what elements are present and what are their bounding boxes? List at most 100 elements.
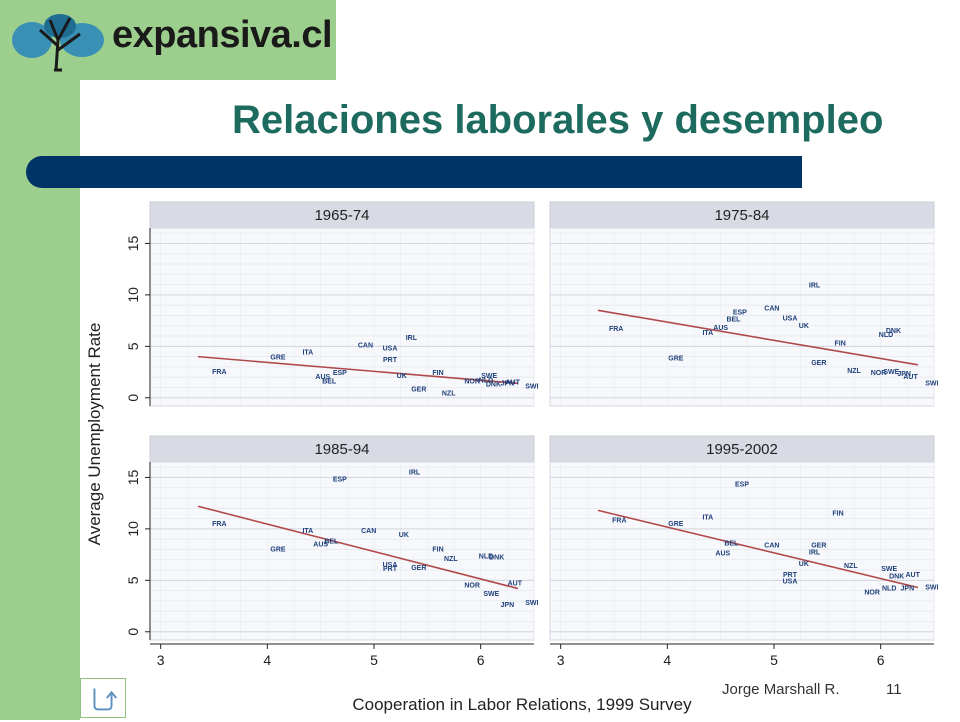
data-point-bel: BEL [726, 317, 741, 324]
title-underline-bar [26, 156, 802, 188]
data-point-ger: GER [411, 387, 426, 394]
data-point-aut: AUT [508, 580, 523, 587]
x-tick-label: 3 [157, 652, 165, 668]
data-point-ger: GER [811, 360, 826, 367]
panel-plot-area-2 [150, 462, 534, 640]
footer-page-number: 11 [886, 681, 902, 698]
data-point-esp: ESP [735, 482, 749, 489]
data-point-aus: AUS [713, 325, 728, 332]
x-axis-title: Cooperation in Labor Relations, 1999 Sur… [352, 695, 692, 714]
data-point-aut: AUT [905, 572, 920, 579]
unemployment-scatter-chart: 1965-74051015FRAGREITAAUSBELESPCAN USAPRT… [82, 194, 942, 720]
data-point-fin: FIN [832, 511, 843, 518]
data-point-fin: FIN [834, 340, 845, 347]
data-point-ger: GER [411, 565, 426, 572]
panel-plot-area-1 [550, 228, 934, 406]
x-tick-label: 6 [877, 652, 885, 668]
data-point-usa: USA [383, 345, 398, 352]
data-point-gre: GRE [668, 356, 684, 363]
data-point-fra: FRA [612, 518, 626, 525]
data-point-nzl: NZL [847, 368, 861, 375]
panel-title-2: 1985-94 [314, 441, 369, 458]
x-tick-label: 3 [557, 652, 565, 668]
footer-author: Jorge Marshall R. [722, 681, 840, 698]
data-point-prt: PRT [383, 566, 398, 573]
data-point-aut: AUT [903, 374, 918, 381]
y-tick-label: 15 [125, 235, 141, 251]
data-point-bel: BEL [324, 538, 339, 545]
data-point-irl: IRL [409, 469, 421, 476]
x-tick-label: 4 [263, 652, 271, 668]
x-tick-label: 6 [477, 652, 485, 668]
data-point-can: CAN [764, 542, 779, 549]
data-point-irl: IRL [809, 283, 821, 290]
data-point-nld: NLD [882, 586, 896, 593]
data-point-swi: SWI [525, 384, 538, 391]
y-tick-label: 10 [125, 521, 141, 537]
y-tick-label: 5 [125, 576, 141, 584]
data-point-ita: ITA [302, 350, 313, 357]
data-point-esp: ESP [733, 309, 747, 316]
data-point-dnk: DNK [889, 573, 904, 580]
data-point-esp: ESP [333, 370, 347, 377]
data-point-usa: USA [783, 316, 798, 323]
panel-title-1: 1975-84 [714, 207, 769, 224]
data-point-fra: FRA [212, 369, 226, 376]
tree-logo-icon [10, 6, 106, 72]
data-point-ita: ITA [702, 330, 713, 337]
data-point-swi: SWI [925, 380, 938, 387]
data-point-dnk: DNK [886, 328, 901, 335]
y-axis-title: Average Unemployment Rate [85, 323, 104, 546]
data-point-jpn: JPN [901, 586, 915, 593]
data-point-swe: SWE [881, 566, 897, 573]
home-button[interactable] [80, 678, 126, 718]
data-point-fra: FRA [212, 521, 226, 528]
data-point-nzl: NZL [444, 556, 458, 563]
data-point-swi: SWI [525, 600, 538, 607]
left-band [0, 0, 80, 720]
data-point-jpn: JPN [501, 602, 515, 609]
y-tick-label: 0 [125, 394, 141, 402]
data-point-bel: BEL [322, 378, 337, 385]
data-point-irl: IRL [406, 335, 418, 342]
data-point-usa: USA [783, 578, 798, 585]
y-tick-label: 5 [125, 342, 141, 350]
data-point-can: CAN [358, 342, 373, 349]
data-point-bel: BEL [724, 540, 739, 547]
data-point-gre: GRE [270, 547, 286, 554]
data-point-irl: IRL [809, 550, 821, 557]
data-point-nor: NOR [464, 378, 480, 385]
y-tick-label: 10 [125, 287, 141, 303]
data-point-fin: FIN [432, 370, 443, 377]
data-point-uk: UK [799, 561, 809, 568]
y-tick-label: 0 [125, 628, 141, 636]
data-point-nzl: NZL [844, 563, 858, 570]
data-point-swe: SWE [483, 591, 499, 598]
x-tick-label: 5 [370, 652, 378, 668]
logo-text[interactable]: expansiva.cl [112, 14, 332, 57]
data-point-uk: UK [399, 532, 409, 539]
data-point-ger: GER [811, 542, 826, 549]
data-point-fra: FRA [609, 326, 623, 333]
data-point-dnk: DNK [489, 555, 504, 562]
data-point-can: CAN [361, 528, 376, 535]
data-point-ita: ITA [702, 515, 713, 522]
data-point-swi: SWI [925, 585, 938, 592]
panel-title-3: 1995-2002 [706, 441, 778, 458]
data-point-prt: PRT [383, 357, 398, 364]
x-tick-label: 4 [663, 652, 671, 668]
data-point-aut: AUT [505, 379, 520, 386]
data-point-fin: FIN [432, 547, 443, 554]
data-point-esp: ESP [333, 477, 347, 484]
data-point-nor: NOR [464, 583, 480, 590]
data-point-can: CAN [764, 305, 779, 312]
data-point-uk: UK [799, 323, 809, 330]
data-point-nzl: NZL [442, 391, 456, 398]
data-point-aus: AUS [715, 551, 730, 558]
slide-title: Relaciones laborales y desempleo [232, 98, 883, 143]
data-point-uk: UK [397, 373, 407, 380]
data-point-gre: GRE [270, 355, 286, 362]
return-arrow-icon [81, 679, 125, 717]
y-tick-label: 15 [125, 469, 141, 485]
data-point-ita: ITA [302, 528, 313, 535]
